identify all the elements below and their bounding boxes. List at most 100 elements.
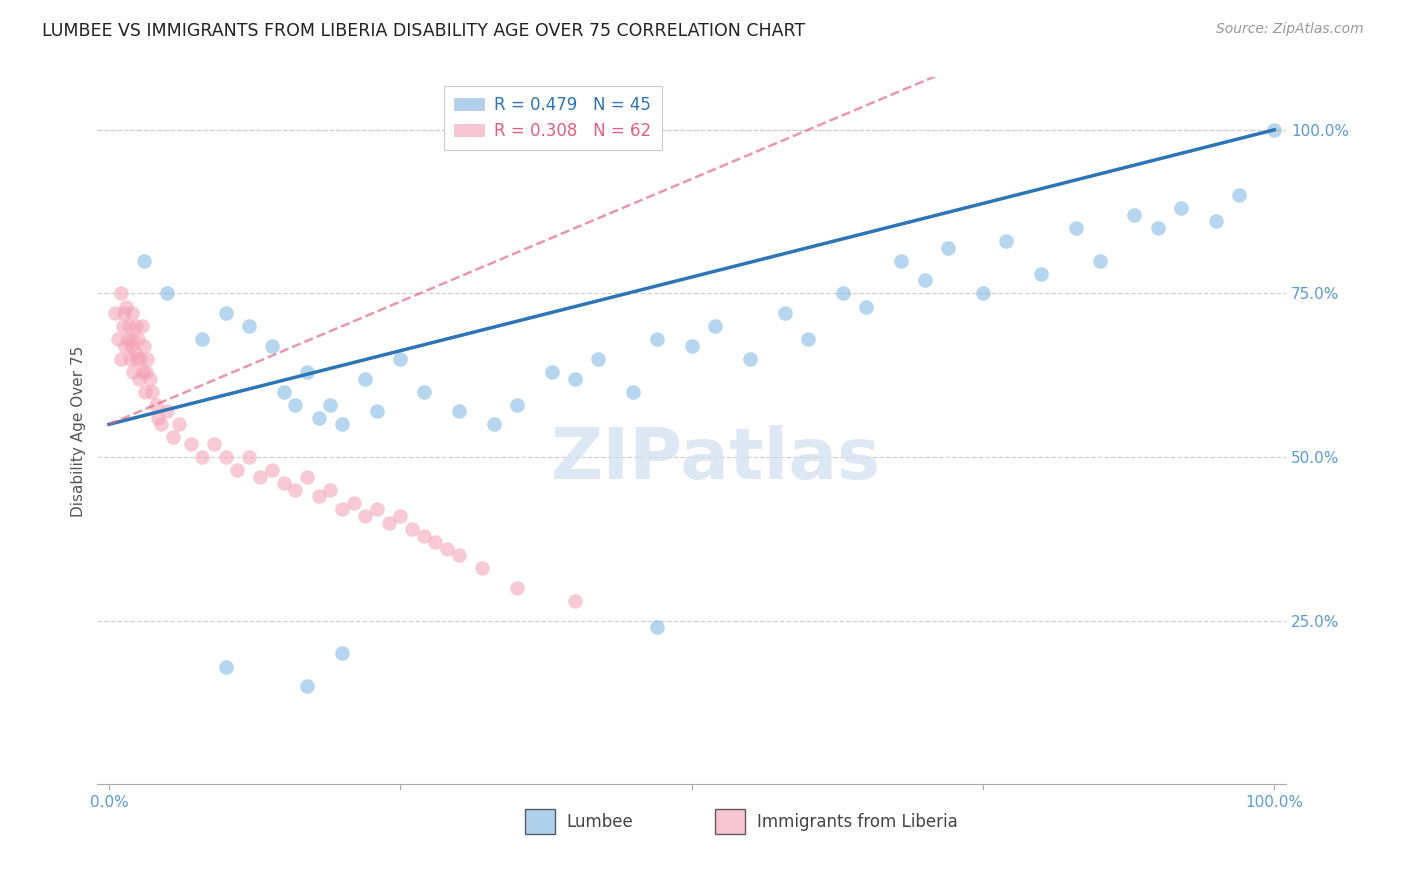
Point [540, 365, 562, 379]
Point [308, 489, 330, 503]
Point [162, 430, 184, 444]
Point [447, 404, 470, 418]
Point [120, 339, 142, 353]
FancyBboxPatch shape [526, 809, 555, 834]
Point [214, 659, 236, 673]
Point [115, 300, 138, 314]
Point [855, 300, 877, 314]
Point [273, 476, 295, 491]
Point [412, 384, 434, 399]
Point [936, 241, 959, 255]
Point [107, 332, 129, 346]
Point [1064, 221, 1087, 235]
Point [191, 450, 214, 464]
Point [645, 332, 668, 346]
Point [447, 548, 470, 562]
Point [425, 535, 447, 549]
Text: ZIPatlas: ZIPatlas [550, 425, 880, 493]
Point [104, 306, 127, 320]
Point [262, 463, 284, 477]
Point [295, 679, 318, 693]
Point [128, 371, 150, 385]
Point [704, 319, 727, 334]
Point [308, 410, 330, 425]
Point [202, 437, 225, 451]
Point [125, 319, 148, 334]
Point [366, 502, 388, 516]
Point [1123, 208, 1146, 222]
Point [1031, 267, 1053, 281]
Point [1088, 253, 1111, 268]
Point [238, 450, 260, 464]
Point [191, 332, 214, 346]
Point [354, 371, 377, 385]
Point [134, 384, 156, 399]
Point [249, 469, 271, 483]
Point [366, 404, 388, 418]
Point [471, 561, 494, 575]
Point [135, 365, 157, 379]
Point [111, 319, 134, 334]
Legend: R = 0.479   N = 45, R = 0.308   N = 62: R = 0.479 N = 45, R = 0.308 N = 62 [444, 86, 662, 150]
Point [564, 371, 586, 385]
Point [482, 417, 505, 432]
Point [1205, 214, 1227, 228]
Point [146, 410, 169, 425]
Point [1146, 221, 1168, 235]
Point [401, 522, 423, 536]
Point [145, 398, 167, 412]
Point [139, 371, 162, 385]
Point [354, 508, 377, 523]
Point [284, 398, 307, 412]
Point [389, 351, 412, 366]
Point [319, 483, 342, 497]
Point [1263, 123, 1285, 137]
Point [118, 319, 141, 334]
Point [180, 437, 202, 451]
Point [214, 450, 236, 464]
Point [773, 306, 796, 320]
Point [156, 286, 179, 301]
Point [389, 508, 412, 523]
Point [330, 417, 353, 432]
Point [117, 332, 139, 346]
Point [136, 351, 159, 366]
Point [1170, 202, 1192, 216]
Point [262, 339, 284, 353]
Point [343, 496, 366, 510]
Point [914, 273, 936, 287]
Point [621, 384, 644, 399]
FancyBboxPatch shape [716, 809, 745, 834]
Point [797, 332, 820, 346]
Point [330, 647, 353, 661]
Point [132, 339, 155, 353]
Point [124, 345, 146, 359]
Point [377, 516, 399, 530]
Point [132, 365, 155, 379]
Point [129, 351, 152, 366]
Text: Source: ZipAtlas.com: Source: ZipAtlas.com [1216, 22, 1364, 37]
Point [295, 365, 318, 379]
Point [125, 351, 148, 366]
Point [226, 463, 249, 477]
Point [110, 351, 132, 366]
Point [121, 332, 143, 346]
Point [506, 398, 529, 412]
Point [214, 306, 236, 320]
Point [412, 528, 434, 542]
Point [284, 483, 307, 497]
Point [122, 365, 145, 379]
Point [273, 384, 295, 399]
Text: LUMBEE VS IMMIGRANTS FROM LIBERIA DISABILITY AGE OVER 75 CORRELATION CHART: LUMBEE VS IMMIGRANTS FROM LIBERIA DISABI… [42, 22, 806, 40]
Point [150, 417, 173, 432]
Point [114, 339, 136, 353]
Point [238, 319, 260, 334]
Point [330, 502, 353, 516]
Point [141, 384, 163, 399]
Point [167, 417, 190, 432]
Point [564, 594, 586, 608]
Point [112, 306, 135, 320]
Text: Immigrants from Liberia: Immigrants from Liberia [756, 813, 957, 830]
Point [121, 306, 143, 320]
Point [506, 581, 529, 595]
